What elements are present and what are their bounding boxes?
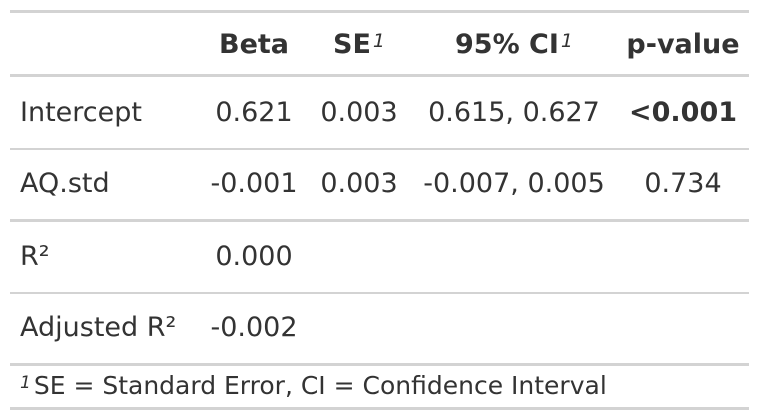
row-label: R² — [20, 241, 50, 272]
table-footnote: 1 SE = Standard Error, CI = Confidence In… — [20, 370, 607, 402]
footnote-bottom-rule — [10, 407, 749, 410]
cell-beta: -0.002 — [210, 312, 298, 343]
table-bottom-rule — [10, 363, 749, 366]
footnote-marker: 1 — [20, 373, 31, 393]
header-beta: Beta — [218, 29, 290, 60]
cell-p-value: <0.001 — [628, 97, 738, 128]
header-ci: 95% CI 1 — [412, 29, 616, 61]
header-ci-label: 95% CI — [455, 29, 559, 60]
cell-beta: 0.621 — [215, 97, 293, 128]
cell-se: 0.003 — [320, 97, 398, 128]
header-p-value: p-value — [626, 29, 740, 60]
header-se-footnote-marker: 1 — [372, 30, 385, 52]
cell-beta: -0.001 — [210, 168, 298, 199]
row-divider — [10, 148, 749, 150]
row-label: Intercept — [20, 97, 142, 128]
header-ci-footnote-marker: 1 — [560, 30, 573, 52]
header-se-label: SE — [333, 29, 371, 60]
header-bottom-rule — [10, 74, 749, 77]
table-top-rule — [10, 10, 749, 13]
row-label: AQ.std — [20, 168, 110, 199]
footnote-text: SE = Standard Error, CI = Confidence Int… — [33, 371, 607, 400]
cell-beta: 0.000 — [215, 241, 293, 272]
cell-ci: 0.615, 0.627 — [428, 97, 600, 128]
cell-ci: -0.007, 0.005 — [423, 168, 605, 199]
row-divider — [10, 292, 749, 294]
cell-se: 0.003 — [320, 168, 398, 199]
row-label: Adjusted R² — [20, 312, 177, 343]
header-se: SE 1 — [316, 29, 402, 61]
section-divider — [10, 219, 749, 222]
cell-p-value: 0.734 — [644, 168, 722, 199]
